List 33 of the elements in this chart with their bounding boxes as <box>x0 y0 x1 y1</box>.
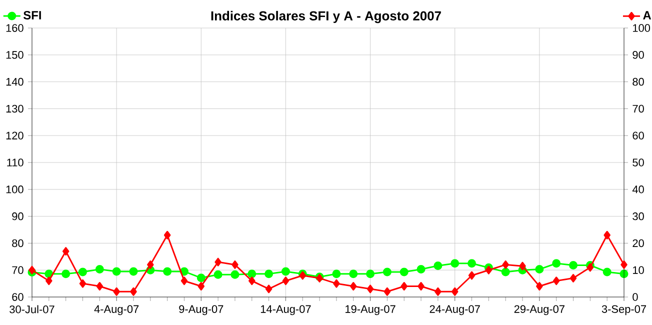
y2-tick-label: 20 <box>632 239 644 248</box>
y-tick-label: 120 <box>6 132 24 140</box>
x-tick-label: 29-Aug-07 <box>514 305 564 316</box>
x-tick-label: 3-Sep-07 <box>602 305 646 316</box>
y-tick-label: 70 <box>12 266 24 274</box>
y2-tick-label: 60 <box>632 132 644 140</box>
y2-tick-label: 50 <box>632 158 644 166</box>
y-tick-label: 60 <box>12 293 24 301</box>
x-tick-label: 19-Aug-07 <box>346 305 396 316</box>
chart-title: Indices Solares SFI y A - Agosto 2007 <box>211 10 441 24</box>
y2-tick-label: 90 <box>632 51 644 59</box>
y-tick-label: 140 <box>6 78 24 86</box>
y-tick-label: 130 <box>6 104 24 113</box>
y2-tick-label: 30 <box>632 212 644 220</box>
legend-label: A <box>643 11 652 20</box>
y-tick-label: 150 <box>6 51 24 59</box>
y2-tick-label: 80 <box>632 78 644 86</box>
y2-tick-label: 70 <box>632 104 644 113</box>
x-tick-label: 30-Jul-07 <box>10 305 54 314</box>
x-tick-label: 24-Aug-07 <box>430 305 480 316</box>
x-tick-label: 14-Aug-07 <box>260 305 311 316</box>
y-tick-label: 90 <box>12 212 24 220</box>
x-tick-label: 4-Aug-07 <box>94 305 139 316</box>
y2-tick-label: 0 <box>632 293 638 301</box>
y-tick-label: 100 <box>6 186 24 194</box>
y2-tick-label: 100 <box>633 24 650 32</box>
x-tick-label: 9-Aug-07 <box>179 305 224 316</box>
y-tick-label: 80 <box>12 239 24 248</box>
y2-tick-label: 40 <box>632 186 644 194</box>
y-tick-label: 160 <box>6 24 24 32</box>
y2-tick-label: 10 <box>633 266 644 274</box>
y-tick-label: 110 <box>7 158 24 166</box>
legend-label: SFI <box>23 10 41 20</box>
